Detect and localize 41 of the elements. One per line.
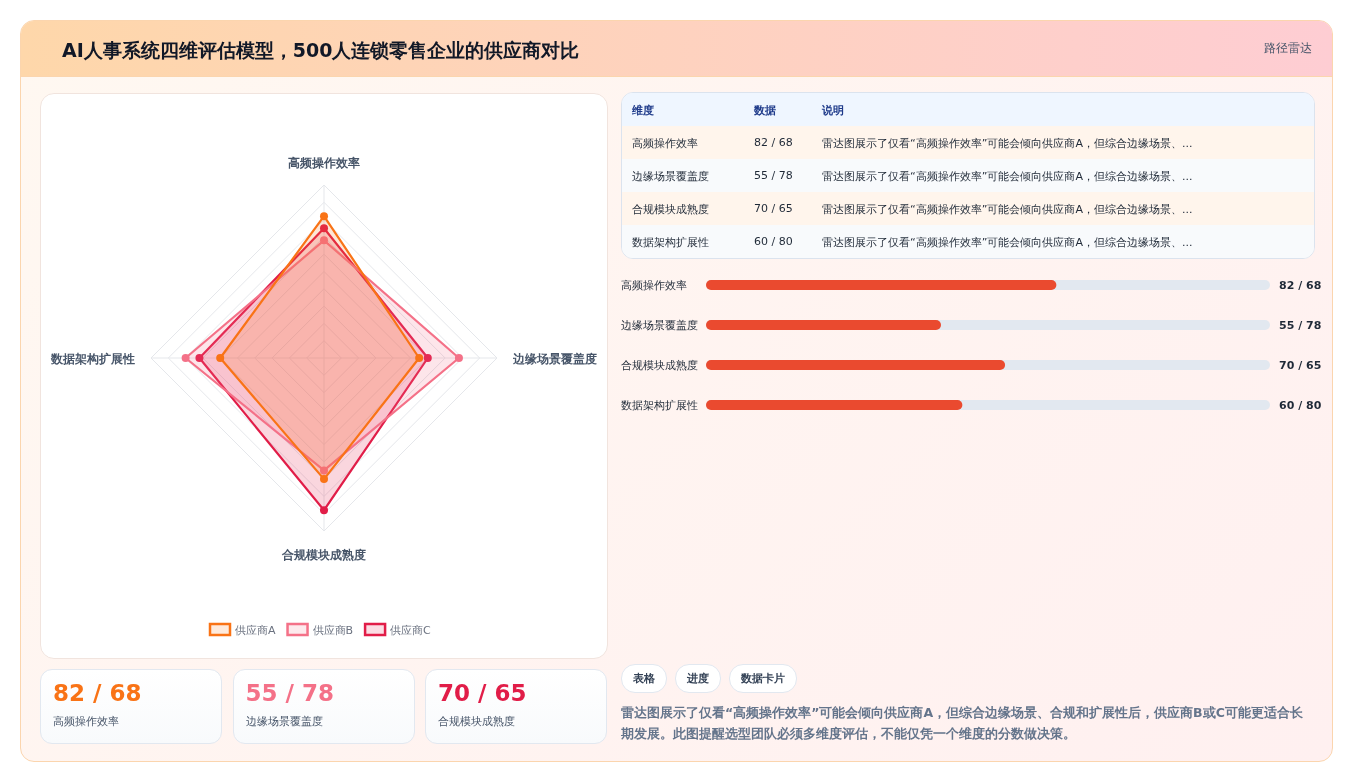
text: 雷达图展示了仅看“高频操作效率”可能会倾向供应商A，但综合边缘场景、合规和扩展性后，供应商B或C可能更适合长期发展。此图提醒选型团队必须多维度评估，不能仅凭一个维度的分数做决策。 [621, 704, 1304, 743]
text: 60 / 80 [754, 235, 793, 248]
spoke-label: 边缘场景覆盖度 [511, 352, 597, 366]
text: 路径雷达 [1263, 40, 1312, 57]
y-tick-label: 边缘场景覆盖度 [621, 319, 698, 331]
y-tick-label: 高频操作效率 [621, 279, 687, 291]
text: 雷达图展示了仅看“高频操作效率”可能会倾向供应商A，但综合边缘场景、... [822, 136, 1194, 151]
data-label: 55 / 78 [1279, 319, 1322, 332]
data-label: 60 / 80 [1279, 399, 1322, 412]
category-label: 合规模块成熟度 [438, 714, 516, 729]
text: 进度 [675, 664, 721, 693]
spoke-label: 合规模块成熟度 [281, 547, 366, 562]
text: 82 / 68 [754, 136, 793, 149]
data-label: 70 / 65 [1279, 359, 1322, 372]
text: 说明 [822, 103, 845, 118]
category-label: 数据架构扩展性 [632, 235, 710, 250]
text: 雷达图展示了仅看“高频操作效率”可能会倾向供应商A，但综合边缘场景、... [822, 202, 1194, 217]
text: 数据 [754, 104, 776, 117]
category-label: 高频操作效率 [53, 714, 120, 729]
category-label: 边缘场景覆盖度 [632, 169, 710, 184]
text: 70 / 65 [438, 680, 527, 706]
category-label: 合规模块成熟度 [632, 202, 710, 217]
y-tick-label: 数据架构扩展性 [621, 399, 698, 411]
text: AI人事系统四维评估模型，500人连锁零售企业的供应商对比 [62, 38, 581, 63]
data-label: 82 / 68 [1279, 279, 1322, 292]
text: 数据卡片 [729, 664, 797, 693]
text: 表格 [621, 664, 667, 693]
text: 雷达图展示了仅看“高频操作效率”可能会倾向供应商A，但综合边缘场景、... [822, 169, 1194, 184]
category-label: 边缘场景覆盖度 [245, 714, 324, 729]
legend-label: 供应商A [235, 624, 276, 637]
text: 雷达图展示了仅看“高频操作效率”可能会倾向供应商A，但综合边缘场景、... [822, 235, 1194, 250]
y-tick-label: 合规模块成熟度 [621, 359, 698, 371]
text: 70 / 65 [754, 202, 793, 215]
spoke-label: 高频操作效率 [288, 156, 360, 171]
text: 维度 [632, 104, 654, 117]
text: 82 / 68 [53, 680, 142, 706]
text: 55 / 78 [754, 169, 793, 182]
text: 55 / 78 [245, 680, 334, 706]
legend-label: 供应商B [312, 624, 354, 637]
legend-label: 供应商C [390, 624, 432, 637]
spoke-label: 数据架构扩展性 [50, 352, 136, 366]
